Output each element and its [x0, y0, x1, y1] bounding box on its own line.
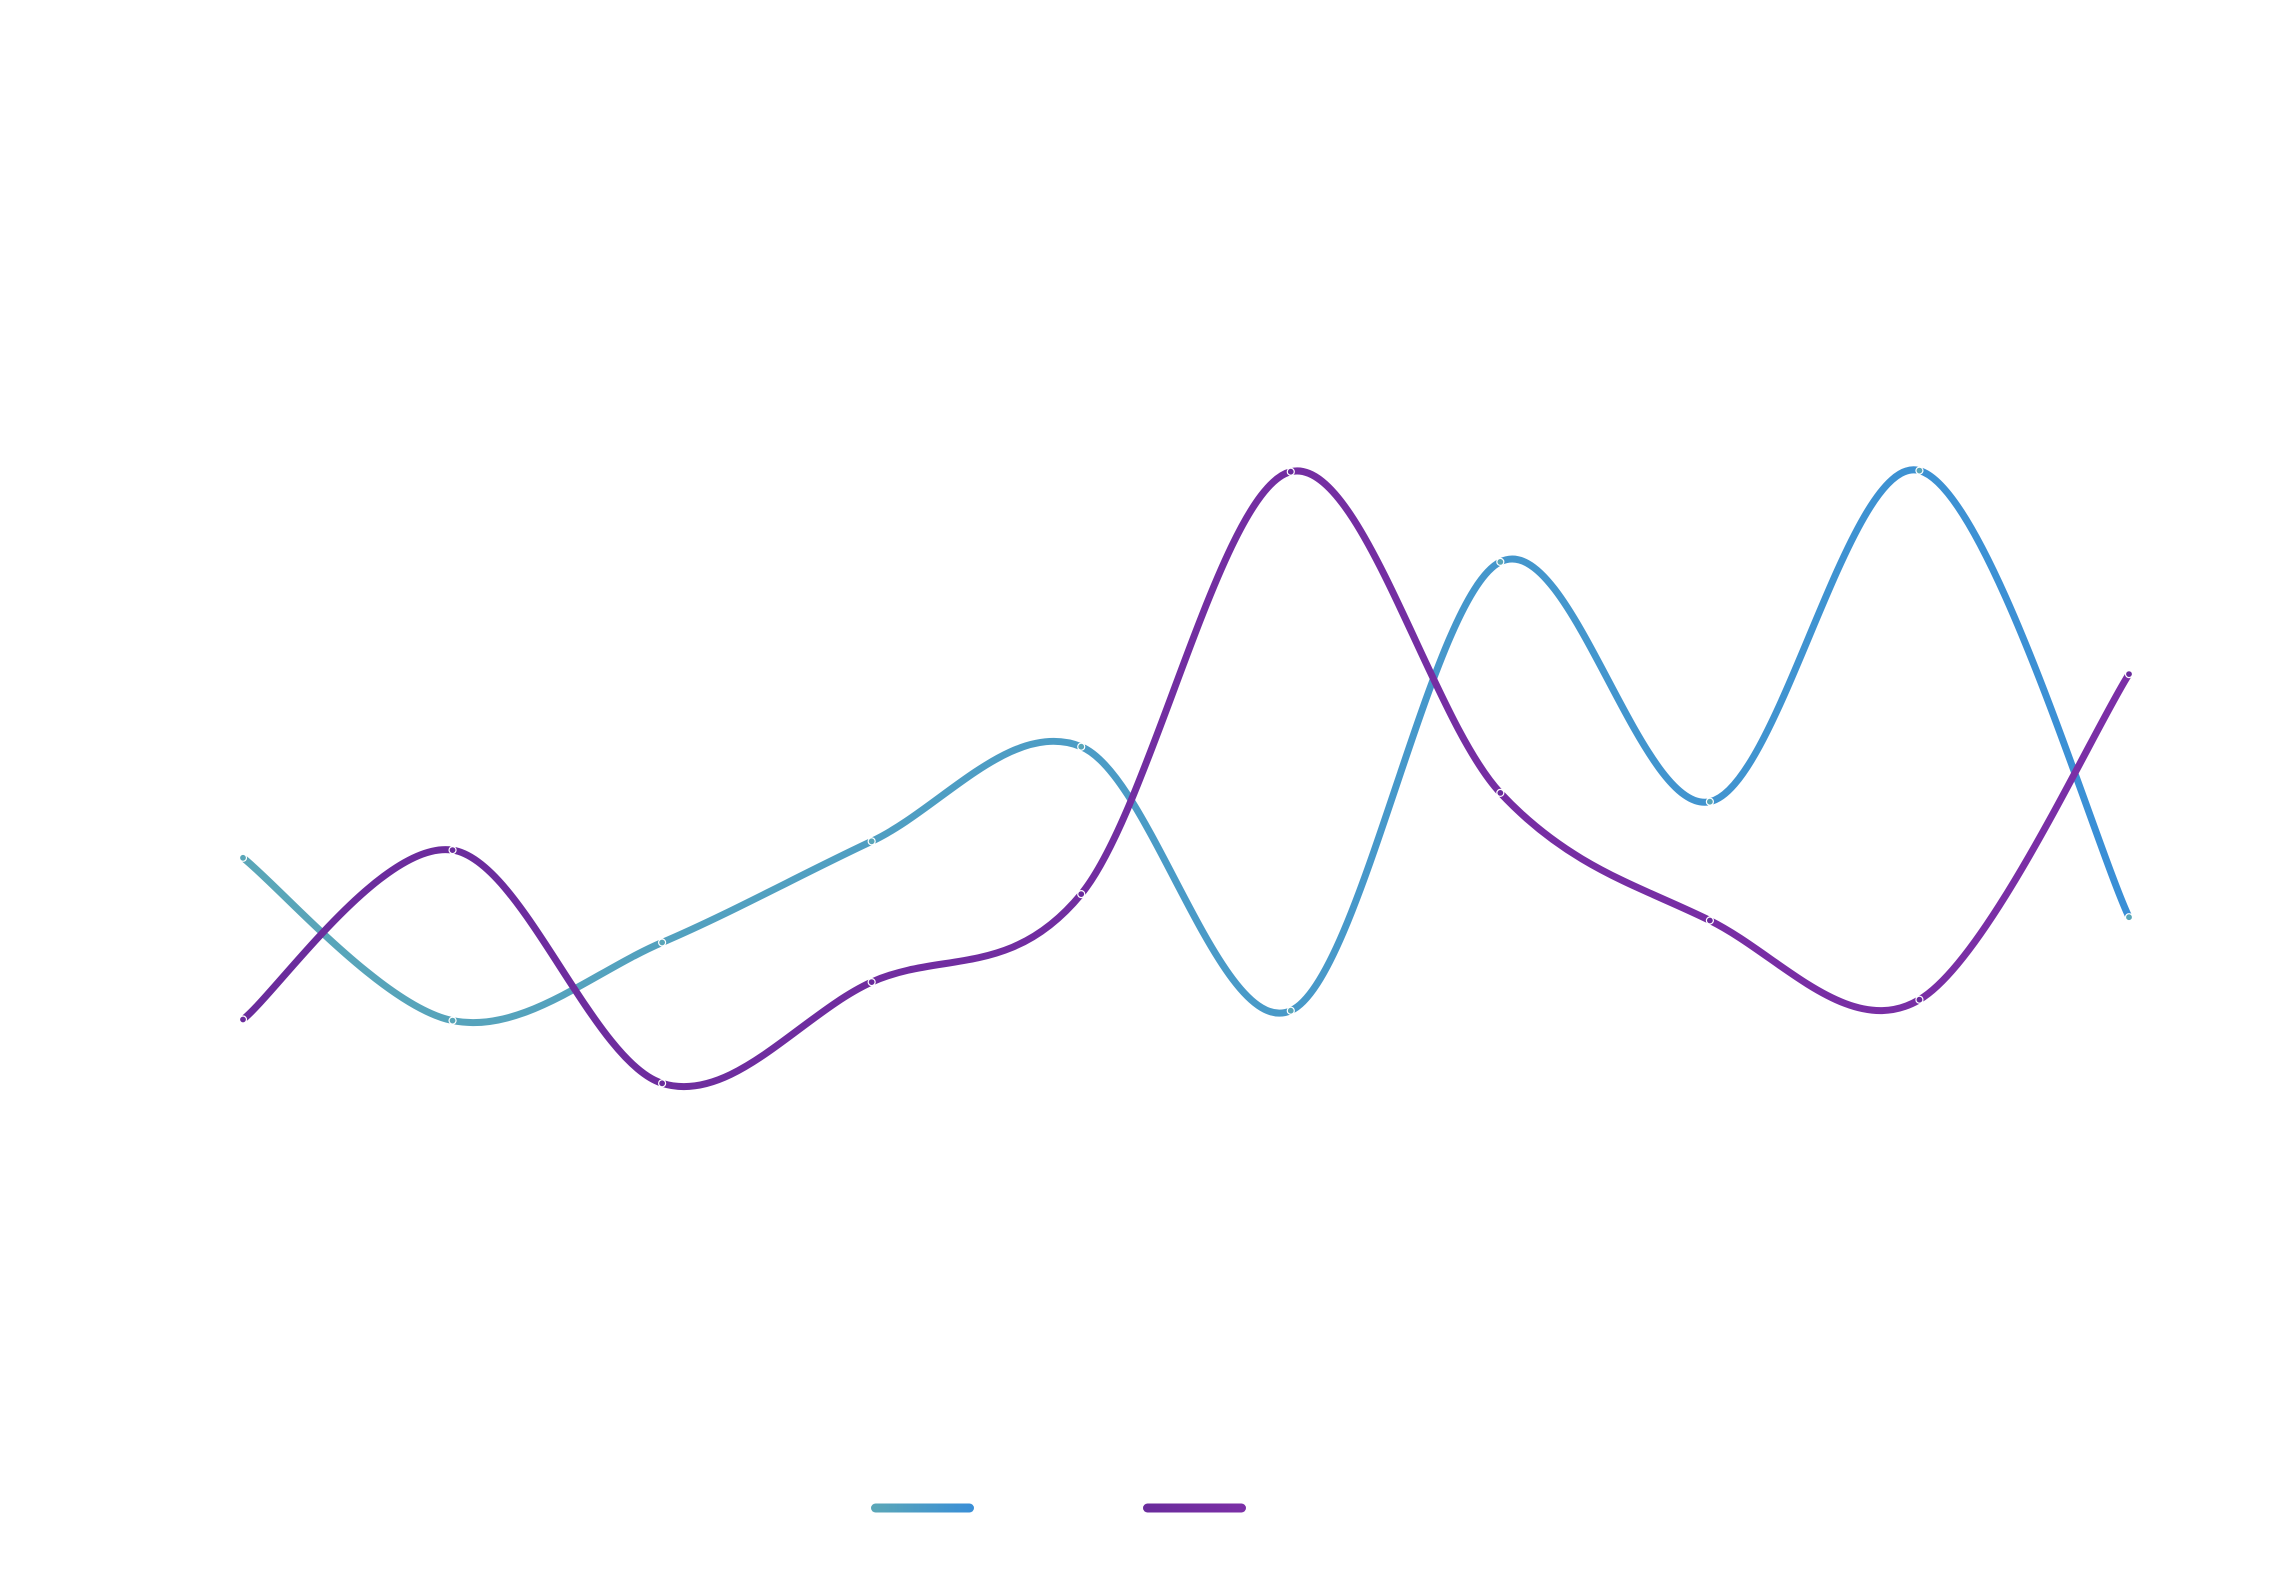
- series-1-point[interactable]: [2124, 913, 2134, 922]
- series-2: [238, 467, 2134, 1091]
- series-2-point[interactable]: [867, 977, 876, 987]
- series-2-point[interactable]: [1077, 889, 1086, 899]
- series-2-point[interactable]: [658, 1079, 667, 1088]
- series-1-point[interactable]: [1286, 1006, 1295, 1015]
- series-2-point[interactable]: [2124, 669, 2134, 679]
- series-2-point[interactable]: [1496, 788, 1505, 798]
- series-1-point[interactable]: [658, 938, 667, 947]
- series-1-point[interactable]: [448, 1016, 457, 1025]
- series-2-point[interactable]: [1705, 916, 1714, 925]
- series-1-point[interactable]: [1077, 742, 1086, 751]
- series-1-line: [239, 466, 2133, 1027]
- series-2-point[interactable]: [1915, 995, 1924, 1004]
- series-2-point[interactable]: [448, 845, 457, 855]
- series-1-point[interactable]: [238, 853, 248, 862]
- series-2-point[interactable]: [1286, 467, 1295, 476]
- series-1-point[interactable]: [1496, 557, 1505, 567]
- series-1-point[interactable]: [1705, 797, 1714, 806]
- series-1-point[interactable]: [867, 837, 876, 846]
- series-2-line: [239, 467, 2133, 1091]
- series-2-point[interactable]: [238, 1015, 248, 1024]
- series-1-point[interactable]: [1915, 466, 1924, 475]
- plot-area: [238, 466, 2134, 1091]
- series-1: [238, 466, 2134, 1027]
